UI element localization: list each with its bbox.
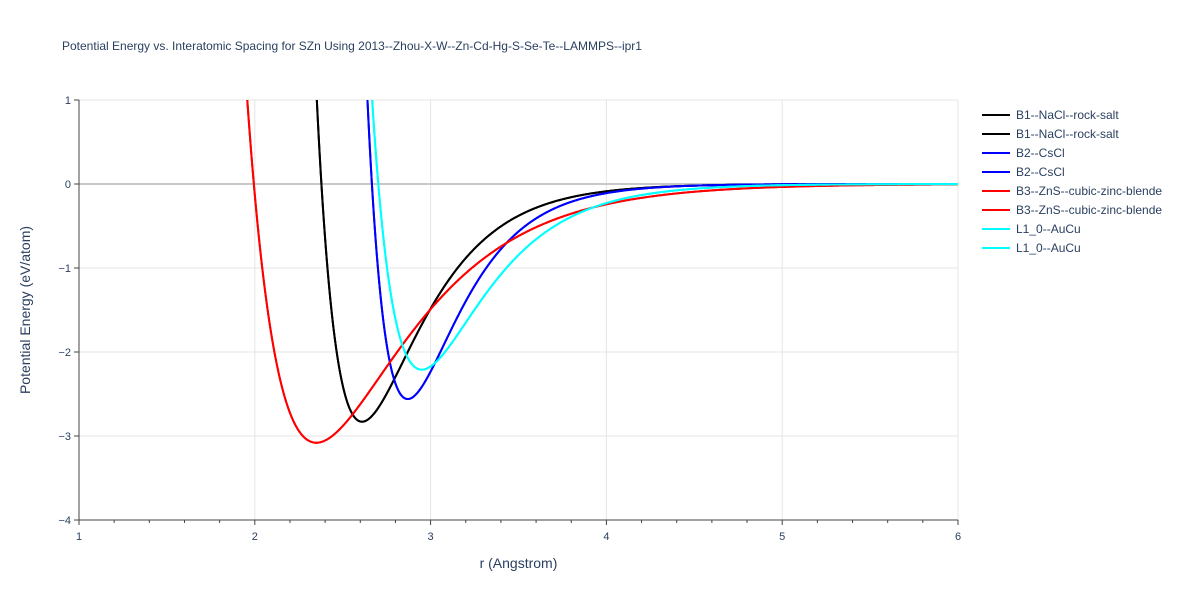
y-tick-label: −2 — [58, 347, 71, 359]
legend-item[interactable]: B1--NaCl--rock-salt — [982, 127, 1119, 141]
x-axis-title: r (Angstrom) — [480, 555, 558, 571]
x-tick-label: 4 — [603, 531, 609, 543]
legend-label: B3--ZnS--cubic-zinc-blende — [1016, 184, 1162, 198]
grid-lines — [79, 99, 959, 520]
axes: 1 2 3 4 5 6 −4 −3 −2 −1 0 1 — [58, 95, 961, 543]
series-line-b1-nacl-rock-salt[interactable] — [237, 0, 958, 423]
series-line-b1-nacl-rock-salt-dup[interactable] — [237, 0, 958, 423]
legend-item[interactable]: B1--NaCl--rock-salt — [982, 108, 1119, 122]
y-axis-title: Potential Energy (eV/atom) — [17, 226, 33, 394]
x-tick-label: 5 — [779, 531, 785, 543]
legend-item[interactable]: B2--CsCl — [982, 165, 1065, 179]
series-line-b2-cscl-dup[interactable] — [237, 0, 958, 401]
legend-item[interactable]: B3--ZnS--cubic-zinc-blende — [982, 184, 1162, 198]
legend-item[interactable]: L1_0--AuCu — [982, 241, 1081, 255]
x-tick-label: 3 — [428, 531, 434, 543]
series-lines — [237, 0, 958, 444]
y-tick-label: 1 — [65, 95, 71, 107]
legend-label: L1_0--AuCu — [1016, 222, 1081, 236]
series-line-b3-zns-cubic-zinc-blende-dup[interactable] — [237, 0, 958, 444]
legend-label: B1--NaCl--rock-salt — [1016, 127, 1119, 141]
y-tick-label: −3 — [58, 431, 71, 443]
y-tick-label: 0 — [65, 179, 71, 191]
x-tick-label: 1 — [76, 531, 82, 543]
x-tick-label: 2 — [252, 531, 258, 543]
x-tick-label: 6 — [955, 531, 961, 543]
series-line-b3-zns-cubic-zinc-blende[interactable] — [237, 0, 958, 444]
legend-item[interactable]: B3--ZnS--cubic-zinc-blende — [982, 203, 1162, 217]
legend-label: B1--NaCl--rock-salt — [1016, 108, 1119, 122]
legend-label: B2--CsCl — [1016, 146, 1065, 160]
series-line-l1-0-aucu-dup[interactable] — [237, 0, 958, 371]
chart-title: Potential Energy vs. Interatomic Spacing… — [62, 39, 642, 53]
legend[interactable]: B1--NaCl--rock-salt B1--NaCl--rock-salt B2… — [982, 108, 1162, 255]
legend-label: B2--CsCl — [1016, 165, 1065, 179]
y-tick-label: −4 — [58, 515, 71, 527]
y-tick-label: −1 — [58, 263, 71, 275]
series-line-b2-cscl[interactable] — [237, 0, 958, 401]
legend-label: L1_0--AuCu — [1016, 241, 1081, 255]
legend-item[interactable]: L1_0--AuCu — [982, 222, 1081, 236]
legend-item[interactable]: B2--CsCl — [982, 146, 1065, 160]
legend-label: B3--ZnS--cubic-zinc-blende — [1016, 203, 1162, 217]
